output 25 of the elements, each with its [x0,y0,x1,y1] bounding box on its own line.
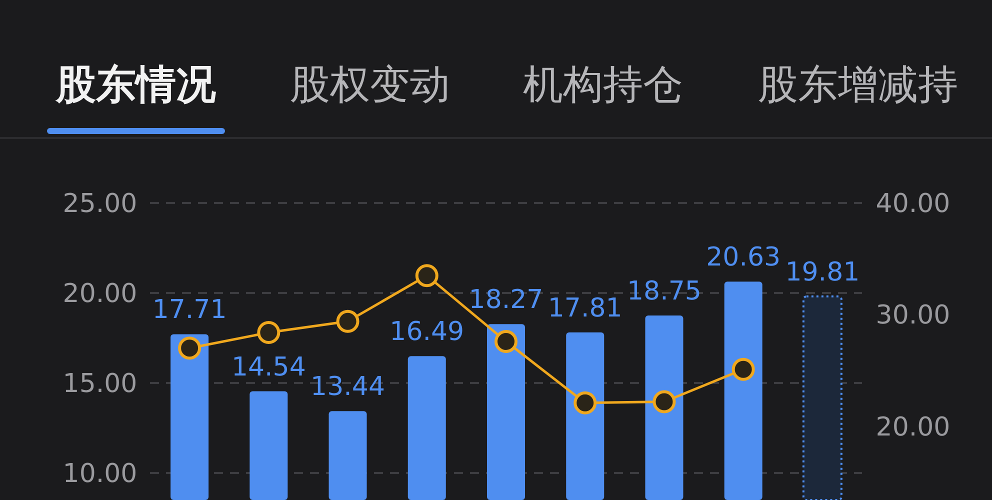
data-label: 19.81 [785,257,860,288]
data-label: 13.44 [310,372,385,402]
point [494,330,518,353]
y-tick-label: 15.00 [62,369,138,399]
point [336,310,360,333]
point [732,358,755,381]
point [574,391,597,414]
point [257,321,280,344]
y-tick-label: 25.00 [62,189,138,219]
point [415,264,438,288]
data-label: 16.49 [390,317,464,348]
y2-tick-label: 20.00 [876,412,950,442]
data-label: 20.63 [706,242,781,273]
data-label: 17.81 [548,293,622,324]
data-label: 18.27 [468,285,544,316]
point [178,336,202,360]
y-tick-label: 10.00 [62,459,138,489]
point [652,390,676,414]
y-tick-label: 20.00 [62,279,138,309]
data-label: 14.54 [231,352,306,382]
y2-tick-label: 40.00 [876,189,950,219]
data-label: 18.75 [627,276,702,306]
data-label: 17.71 [152,295,227,326]
tabs: 股东情况 股权变动 机构持仓 股东增减持 [47,62,958,134]
y2-tick-label: 30.00 [876,300,950,331]
